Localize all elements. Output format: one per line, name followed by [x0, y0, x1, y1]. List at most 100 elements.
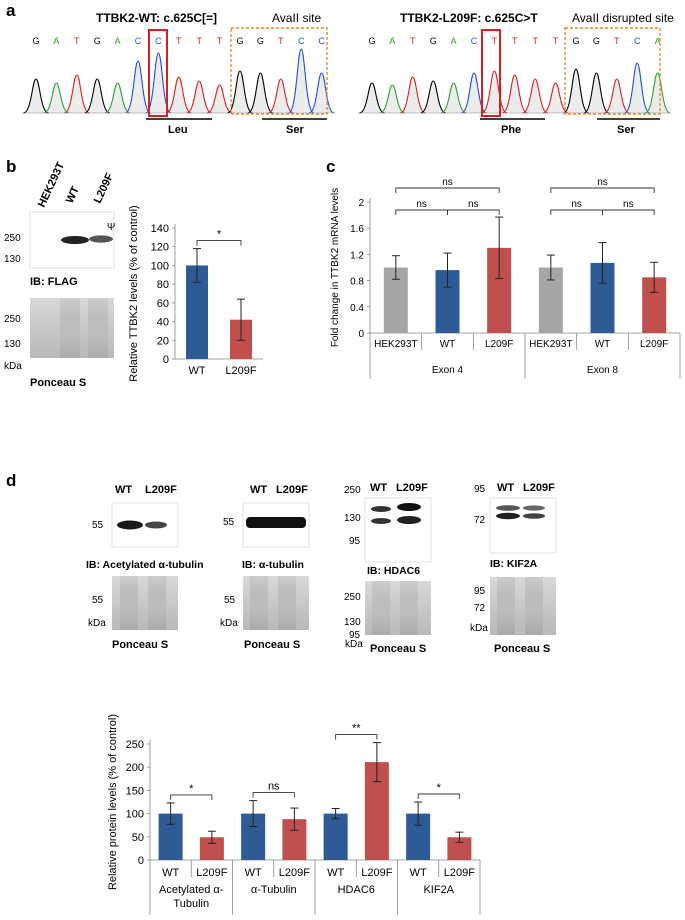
wt-highlight-box — [148, 29, 168, 117]
chart-b-ytick-label-6: 120 — [151, 242, 169, 254]
wt-base-1: A — [53, 36, 59, 46]
chart-c-xtick-label-5: L209F — [640, 339, 668, 350]
hdac-band-wt-top — [371, 506, 391, 512]
ponceau-hdac-label: Ponceau S — [370, 643, 426, 655]
wt-peak-10 — [227, 70, 253, 114]
chart-c-ytick-label-2: 0.8 — [350, 277, 364, 288]
flag-band-l209f — [89, 235, 113, 243]
ponceau-b-lane-wt — [60, 298, 80, 358]
wt-base-6: C — [155, 36, 162, 46]
mut-base-7: T — [512, 36, 518, 46]
kif-lane-l209f: L209F — [523, 482, 555, 494]
chart-d-sig-label-0: * — [189, 783, 194, 795]
chart-c-ytick-label-4: 1.6 — [350, 224, 364, 235]
ponceau-b-label: Ponceau S — [30, 377, 86, 389]
chart-c-sig-bracket-0 — [395, 209, 448, 215]
wt-base-5: C — [135, 36, 142, 46]
ponceau-kda-label: kDa — [4, 361, 22, 372]
wt-base-13: C — [298, 36, 305, 46]
chart-d-ytick-label-1: 50 — [132, 832, 144, 844]
chart-d-sig-label-1: ns — [268, 781, 280, 793]
chart-d-xtick-label-0: WT — [162, 867, 179, 879]
hdac-band-l209f-top — [397, 503, 421, 511]
mut-base-14: A — [655, 36, 661, 46]
ponceau-kif-lane-wt — [497, 577, 515, 635]
chart-b-bar-0 — [186, 265, 208, 359]
mut-base-1: A — [389, 36, 395, 46]
psi-symbol: Ψ — [107, 222, 115, 233]
acet-marker-55: 55 — [92, 520, 104, 531]
ponceau-marker-250: 250 — [4, 314, 21, 325]
mut-peak-13 — [624, 62, 651, 114]
atub-lane-l209f: L209F — [276, 484, 308, 496]
flag-band-wt — [61, 236, 89, 244]
mut-peak-8 — [522, 78, 549, 114]
wt-site-label: AvaII site — [272, 11, 321, 25]
mut-chromatogram — [358, 62, 671, 114]
chart-c-group-label-0: Exon 4 — [432, 365, 464, 376]
acet-lane-wt: WT — [115, 484, 132, 496]
chart-c-sig-bracket-1 — [447, 209, 500, 215]
ponceau-atub-lane-wt — [250, 576, 268, 630]
flag-marker-130: 130 — [4, 254, 21, 265]
chart-d-ytick-label-5: 250 — [126, 739, 144, 751]
flag-marker-250: 250 — [4, 233, 21, 244]
hdac-marker-250: 250 — [344, 485, 361, 496]
hdac-ib-label: IB: HDAC6 — [367, 565, 420, 577]
mut-peak-4 — [440, 82, 467, 114]
chart-d-protein-levels: 0 50 100 150 200 250 Relative protein levels (… — [107, 714, 481, 915]
mut-peak-9 — [542, 82, 569, 114]
wt-base-9: T — [217, 36, 223, 46]
wt-base-0: G — [32, 36, 39, 46]
mut-base-4: A — [451, 36, 457, 46]
chart-d-sig-label-2: ** — [352, 723, 361, 735]
chart-c-xtick-label-1: WT — [440, 339, 456, 350]
kif-lane-wt: WT — [497, 482, 514, 494]
chart-b-ytick-label-3: 60 — [157, 298, 169, 310]
mut-peak-0 — [359, 82, 385, 114]
chart-c-xtick-label-2: L209F — [485, 339, 513, 350]
ponceau-atub-kda: kDa — [220, 618, 238, 629]
ponceau-kif-lane-l209f — [525, 577, 543, 635]
blot-lane-label-1: HEK293T — [36, 160, 67, 209]
chart-c-sig-label-0: ns — [416, 199, 427, 210]
panel-c-letter: c — [326, 157, 335, 176]
chart-d-group-label-2: HDAC6 — [338, 884, 375, 896]
acet-lane-l209f: L209F — [145, 484, 177, 496]
ponceau-hdac-marker-95: 95 — [349, 630, 361, 641]
chart-c-sig-bracket-4 — [602, 209, 655, 215]
chart-d-sig-bracket-0 — [170, 794, 213, 800]
chart-b-xtick-label-1: L209F — [225, 365, 256, 377]
wt-peak-3 — [84, 78, 111, 114]
ponceau-atub-marker-55: 55 — [224, 595, 236, 606]
chart-c-sig-label-1: ns — [468, 199, 479, 210]
ponceau-atub-label: Ponceau S — [244, 639, 300, 651]
chart-b-ttbk2-levels: 0 20 40 60 80 100 120 140 Relative TTBK2 levels … — [128, 205, 263, 382]
chart-b-ylabel: Relative TTBK2 levels (% of control) — [128, 205, 140, 381]
mut-base-11: G — [593, 36, 600, 46]
ponceau-marker-130: 130 — [4, 339, 21, 350]
wt-base-4: A — [115, 36, 121, 46]
chart-c-xtick-label-3: HEK293T — [529, 339, 572, 350]
mut-peak-2 — [399, 76, 426, 114]
acet-band-wt — [117, 520, 143, 530]
mut-site-label: AvaII disrupted site — [572, 11, 674, 25]
chart-c-mrna-levels: 0 0.4 0.8 1.2 1.6 2 Fold change in TTBK2 mRNA … — [330, 177, 681, 379]
mut-base-10: G — [572, 36, 579, 46]
chart-c-ytick-label-1: 0.4 — [350, 303, 364, 314]
chart-b-ytick-label-7: 140 — [151, 223, 169, 235]
chart-c-group-label-1: Exon 8 — [587, 365, 619, 376]
wt-leu-label: Leu — [168, 124, 188, 136]
chart-d-group-label-0: Acetylated α-Tubulin — [159, 884, 224, 910]
mut-peak-12 — [603, 78, 630, 114]
ponceau-b-lane-l209f — [88, 298, 108, 358]
wt-peak-4 — [104, 82, 131, 114]
atub-ib-label: IB: α-tubulin — [242, 559, 304, 571]
chart-c-sig-bracket-3 — [550, 209, 603, 215]
wt-peak-5 — [125, 60, 151, 114]
chart-d-xtick-label-5: L209F — [361, 867, 392, 879]
ponceau-hdac-kda: kDa — [345, 639, 363, 650]
